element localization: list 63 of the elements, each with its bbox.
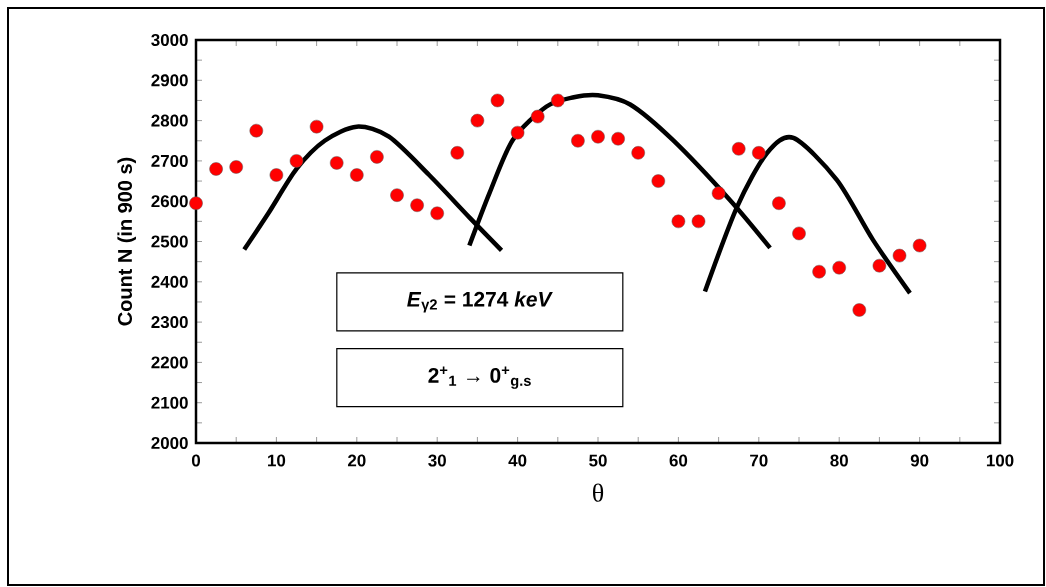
x-tick-label: 90 — [910, 454, 929, 467]
point — [812, 264, 826, 279]
point — [731, 142, 746, 156]
x-tick-label: 60 — [669, 454, 688, 467]
point — [390, 188, 404, 202]
point — [510, 125, 525, 140]
point — [209, 162, 223, 176]
point — [872, 258, 887, 273]
point — [852, 303, 867, 317]
x-tick-label: 0 — [191, 454, 201, 467]
point — [631, 146, 645, 160]
point — [309, 119, 324, 134]
y-tick-label: 2800 — [151, 114, 188, 127]
x-tick-label: 80 — [830, 454, 848, 467]
point — [269, 168, 284, 182]
point — [530, 109, 545, 124]
point — [571, 134, 585, 148]
y-tick-label: 2600 — [151, 195, 188, 208]
y-tick-label: 2900 — [151, 74, 188, 87]
point — [410, 198, 424, 212]
y-tick-label: 2100 — [151, 396, 188, 409]
point — [350, 168, 364, 182]
x-tick-label: 50 — [589, 454, 607, 467]
x-tick-label: 20 — [347, 454, 366, 467]
y-tick-label: 3000 — [151, 33, 188, 47]
point — [912, 238, 927, 253]
point — [490, 93, 505, 108]
x-tick-label: 40 — [508, 454, 527, 467]
point — [752, 146, 766, 160]
point — [370, 150, 384, 164]
y-tick-label: 2000 — [151, 437, 188, 450]
point — [832, 260, 846, 275]
point — [189, 196, 203, 210]
point — [651, 174, 666, 188]
point — [551, 93, 565, 108]
point — [229, 160, 243, 174]
y-axis-title: Count N (in 900 s) — [117, 157, 136, 326]
point — [470, 113, 485, 128]
point — [450, 146, 465, 160]
point — [591, 129, 605, 144]
x-tick-label: 100 — [986, 454, 1014, 467]
point — [430, 206, 444, 221]
point — [671, 214, 686, 229]
x-tick-label: 70 — [750, 454, 768, 467]
annotation: 2$^{+}$$_{1}$ → 0$^{+}$g.s — [428, 366, 531, 389]
point — [772, 196, 786, 210]
point — [611, 131, 625, 146]
x-tick-label: 30 — [428, 454, 446, 467]
annotation: E$_{γ2}$ = 1274 keV — [407, 291, 553, 313]
point — [249, 123, 264, 138]
point — [289, 154, 304, 168]
y-tick-label: 2500 — [151, 235, 188, 248]
y-tick-label: 2700 — [151, 154, 188, 167]
point — [329, 156, 344, 170]
y-tick-label: 2400 — [151, 275, 188, 288]
y-tick-label: 2200 — [151, 356, 188, 369]
point — [711, 186, 726, 200]
point — [892, 248, 907, 263]
point — [691, 214, 706, 229]
y-tick-label: 2300 — [151, 316, 188, 329]
x-axis-title: θ — [593, 483, 604, 502]
point — [792, 226, 806, 241]
x-tick-label: 10 — [268, 454, 286, 467]
